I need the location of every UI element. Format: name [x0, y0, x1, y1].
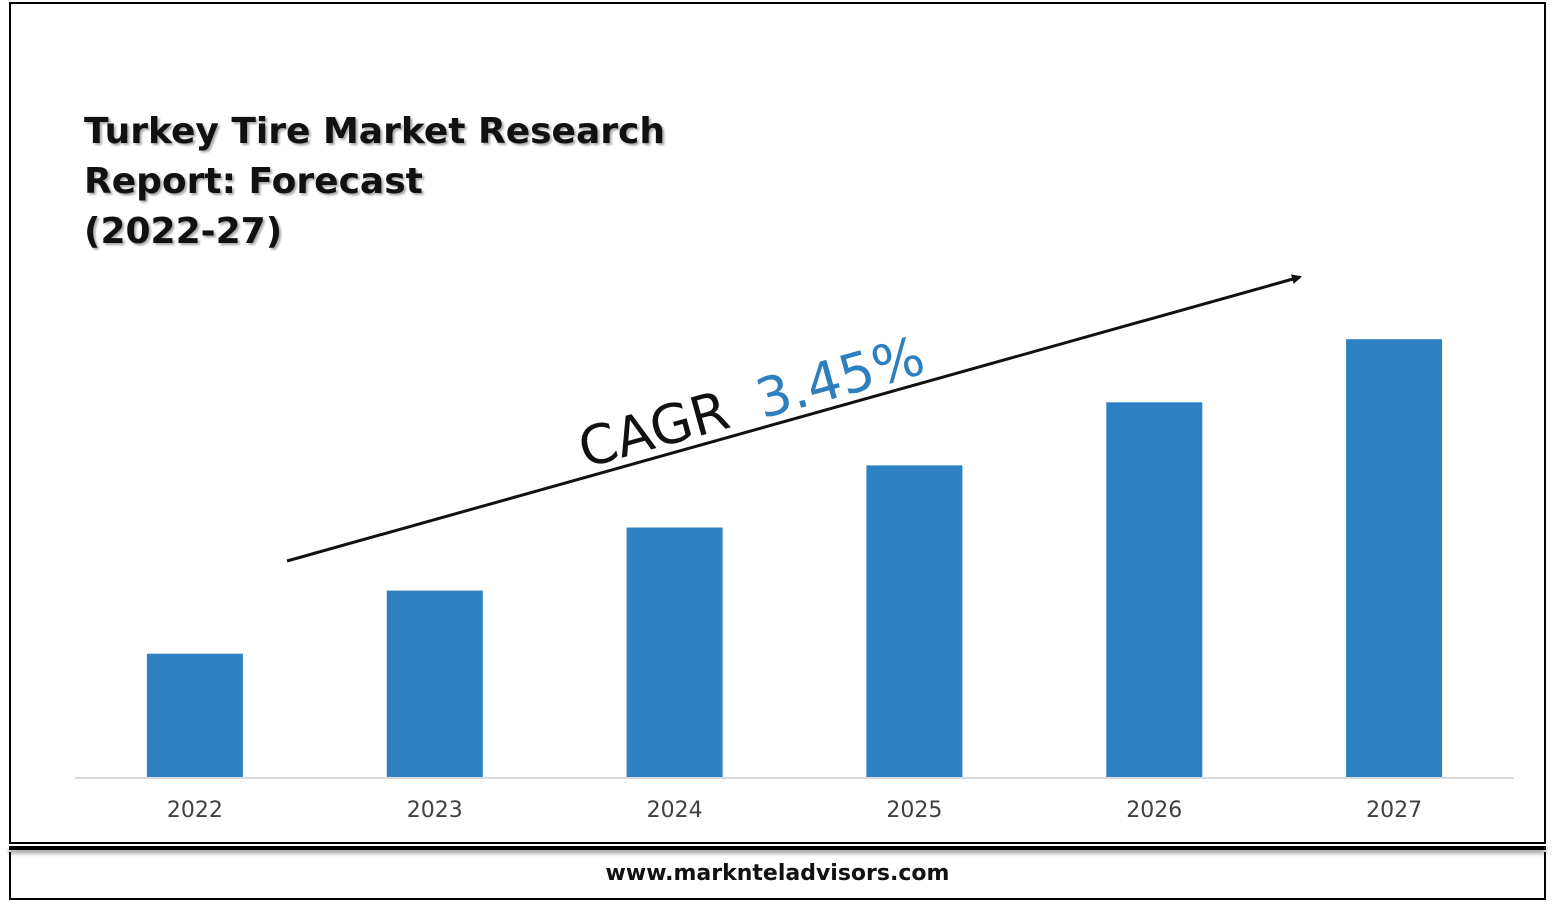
x-tick-labels: 2022 2023 2024 2025 2026 2027 — [167, 798, 1422, 823]
bar-2026 — [1106, 402, 1203, 778]
title-line-1: Turkey Tire Market Research — [84, 111, 665, 152]
bar-2027 — [1346, 339, 1443, 778]
bar-2025 — [866, 465, 963, 778]
footer: www.marknteladvisors.com — [9, 852, 1546, 900]
x-tick-label-2025: 2025 — [886, 798, 942, 823]
chart-frame: Turkey Tire Market Research Report: Fore… — [9, 2, 1546, 844]
footer-divider — [9, 846, 1546, 850]
cagr-trend-arrow — [286, 274, 1302, 563]
bar-2024 — [626, 527, 723, 778]
cagr-prefix: CAGR — [572, 379, 736, 481]
cagr-value: 3.45% — [749, 324, 931, 431]
x-tick-label-2026: 2026 — [1126, 798, 1182, 823]
x-tick-label-2024: 2024 — [647, 798, 703, 823]
bars-group — [146, 339, 1443, 778]
title-line-3: (2022-27) — [84, 211, 283, 252]
footer-url: www.marknteladvisors.com — [605, 861, 950, 886]
x-tick-label-2023: 2023 — [407, 798, 463, 823]
cagr-label: CAGR 3.45% — [572, 324, 932, 480]
bar-2022 — [146, 653, 243, 778]
x-tick-label-2022: 2022 — [167, 798, 223, 823]
title-line-2: Report: Forecast — [84, 161, 423, 202]
x-tick-label-2027: 2027 — [1366, 798, 1422, 823]
bar-chart: 2022 2023 2024 2025 2026 2027 CAGR 3.45% — [75, 274, 1514, 823]
bar-2023 — [386, 590, 483, 778]
chart-title: Turkey Tire Market Research Report: Fore… — [84, 107, 665, 257]
